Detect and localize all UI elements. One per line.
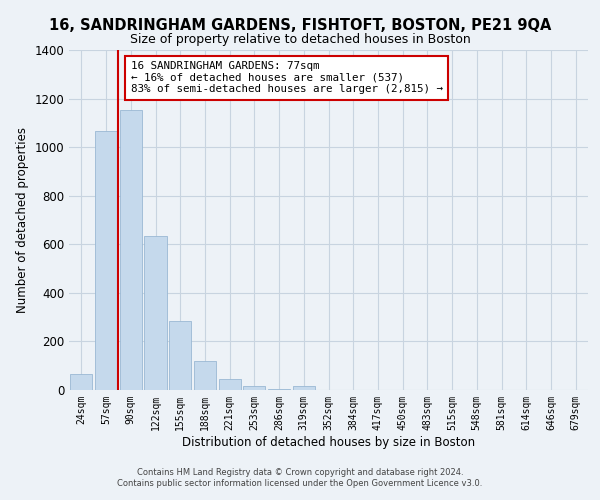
Y-axis label: Number of detached properties: Number of detached properties bbox=[16, 127, 29, 313]
Text: 16, SANDRINGHAM GARDENS, FISHTOFT, BOSTON, PE21 9QA: 16, SANDRINGHAM GARDENS, FISHTOFT, BOSTO… bbox=[49, 18, 551, 32]
Bar bbox=[95, 130, 117, 390]
Bar bbox=[70, 374, 92, 390]
Bar bbox=[268, 389, 290, 390]
Text: 16 SANDRINGHAM GARDENS: 77sqm
← 16% of detached houses are smaller (537)
83% of : 16 SANDRINGHAM GARDENS: 77sqm ← 16% of d… bbox=[131, 61, 443, 94]
Bar bbox=[194, 361, 216, 390]
X-axis label: Distribution of detached houses by size in Boston: Distribution of detached houses by size … bbox=[182, 436, 475, 448]
Bar bbox=[169, 321, 191, 390]
Bar bbox=[145, 236, 167, 390]
Bar bbox=[293, 386, 315, 390]
Text: Size of property relative to detached houses in Boston: Size of property relative to detached ho… bbox=[130, 32, 470, 46]
Bar bbox=[218, 378, 241, 390]
Bar bbox=[119, 110, 142, 390]
Text: Contains HM Land Registry data © Crown copyright and database right 2024.
Contai: Contains HM Land Registry data © Crown c… bbox=[118, 468, 482, 487]
Bar bbox=[243, 386, 265, 390]
